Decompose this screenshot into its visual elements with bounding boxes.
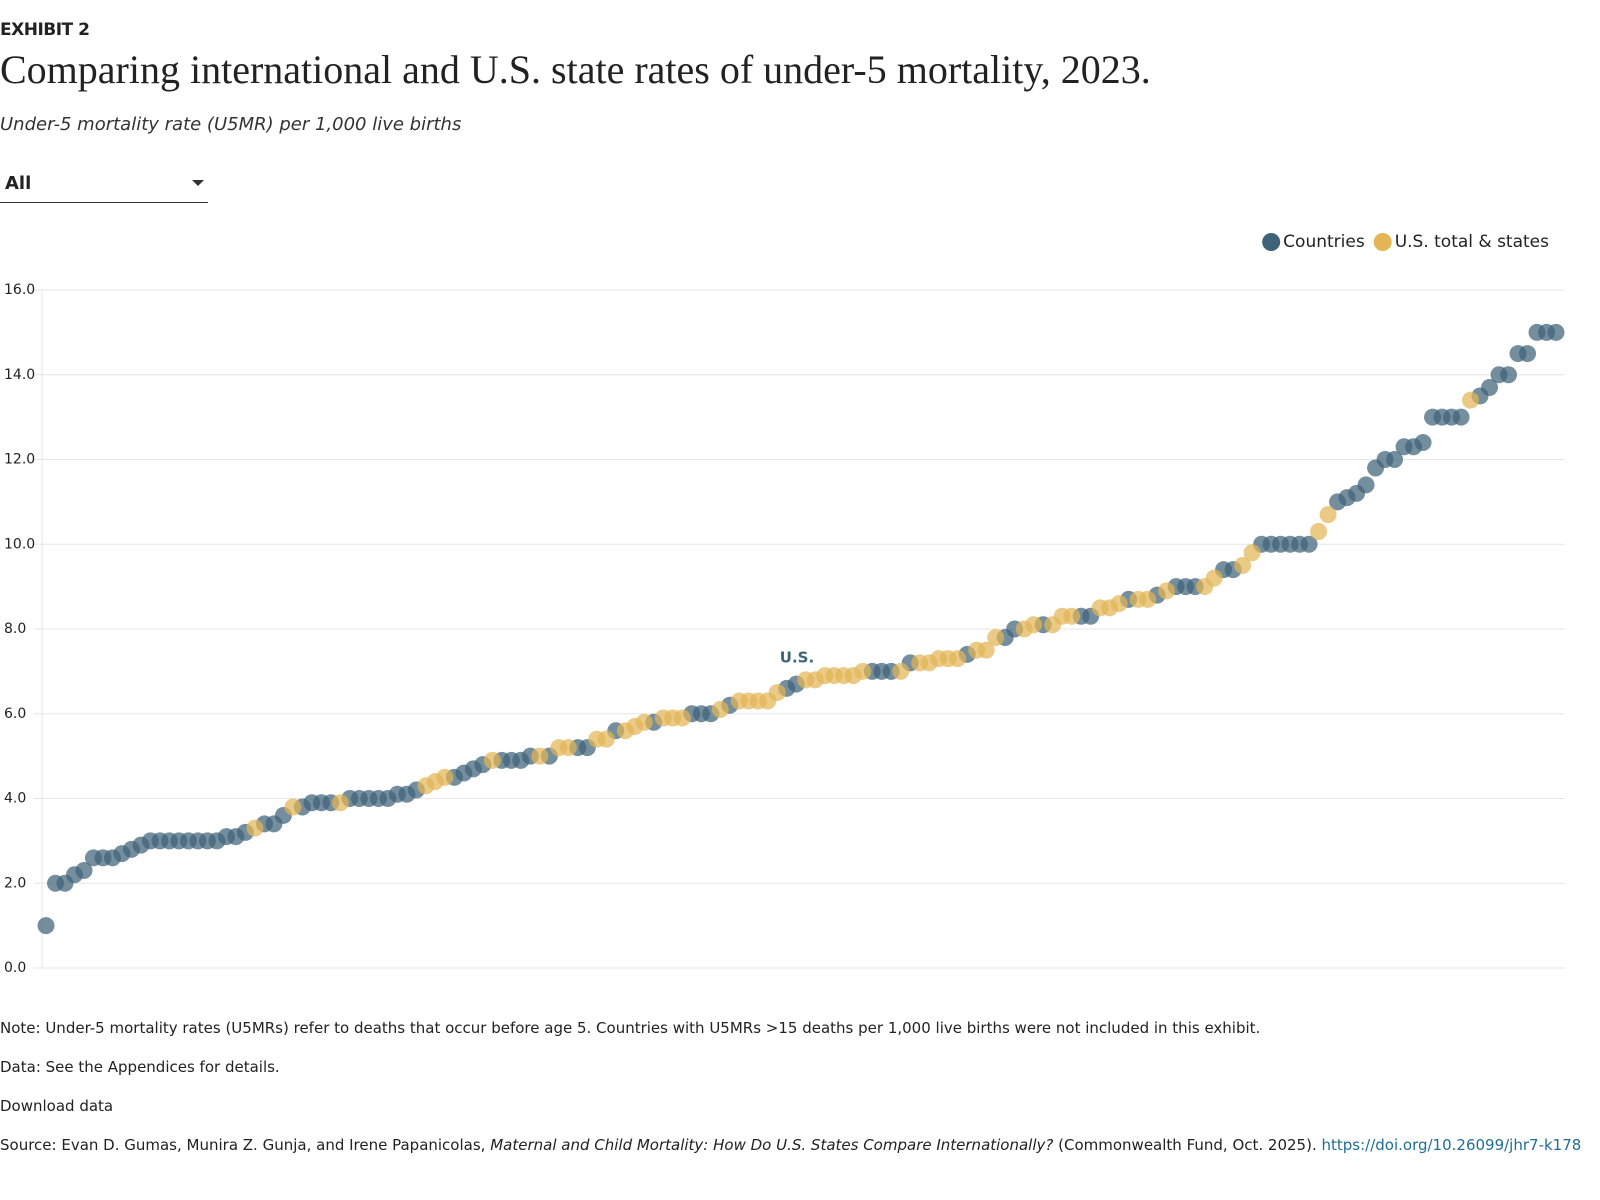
data-point [284, 798, 302, 816]
data-point [977, 641, 995, 659]
data-point [597, 730, 615, 748]
data-point [331, 794, 349, 812]
exhibit-label: EXHIBIT 2 [0, 20, 90, 40]
data-point [854, 662, 872, 680]
data-point [673, 709, 691, 727]
legend-label: Countries [1283, 232, 1365, 252]
y-tick-label: 0.0 [4, 960, 26, 976]
data-point [1414, 434, 1432, 452]
data-point [37, 917, 55, 935]
data-point [1025, 616, 1043, 634]
data-point [1243, 544, 1261, 562]
data-point [635, 713, 653, 731]
y-tick-label: 12.0 [4, 452, 35, 468]
data-point [246, 819, 264, 837]
data-point [531, 747, 549, 765]
filter-dropdown[interactable]: All [0, 166, 208, 203]
data-point [711, 701, 729, 719]
data-point [768, 684, 786, 702]
data-point [559, 739, 577, 757]
data-point [1547, 323, 1565, 341]
chart: U.S. 0.0 2.0 4.0 6.0 8.0 10.0 12.0 14.0 16.0 U.S.… [4, 232, 1565, 976]
data-point [75, 862, 93, 880]
note: Note: Under-5 mortality rates (U5MRs) re… [0, 1019, 1261, 1037]
dropdown-caret [192, 180, 204, 186]
y-tick-label: 2.0 [4, 875, 26, 891]
y-tick-label: 8.0 [4, 621, 26, 637]
data-point [1452, 408, 1470, 426]
data-point [1357, 476, 1375, 494]
data-point [1205, 569, 1223, 587]
data-point [987, 628, 1005, 646]
data-point [1481, 378, 1499, 396]
doi-link[interactable]: https://doi.org/10.26099/jhr7-k178 [1321, 1136, 1582, 1154]
download-link[interactable]: Download data [0, 1097, 114, 1115]
chart-title: Comparing international and U.S. state r… [0, 47, 1151, 92]
data-point [1462, 391, 1480, 409]
source-title: Maternal and Child Mortality: How Do U.S… [490, 1136, 1054, 1154]
source-text: (Commonwealth Fund, Oct. 2025). [1058, 1136, 1317, 1154]
chart-subtitle: Under-5 mortality rate (U5MR) per 1,000 … [0, 114, 462, 135]
data-point [1386, 451, 1404, 468]
data-point [1139, 590, 1157, 608]
legend-marker [1373, 233, 1392, 251]
data-point [1500, 366, 1518, 384]
source-text: Source: Evan D. Gumas, Munira Z. Gunja, … [0, 1136, 486, 1154]
y-tick-label: 14.0 [4, 367, 35, 383]
filter-value[interactable]: All [5, 173, 32, 194]
data-point [949, 650, 967, 668]
data-point [483, 751, 501, 769]
legend-marker [1262, 233, 1281, 251]
y-tick-label: 4.0 [4, 791, 26, 807]
data-point [1519, 345, 1537, 363]
annotation: U.S. [780, 649, 814, 667]
source: Source: Evan D. Gumas, Munira Z. Gunja, … [0, 1136, 1581, 1154]
data-point [1300, 535, 1318, 553]
data-note: Data: See the Appendices for details. [0, 1058, 280, 1076]
data-point [1310, 523, 1328, 541]
data-point [1319, 506, 1337, 524]
y-tick-label: 16.0 [4, 282, 35, 298]
data-point [892, 662, 910, 680]
legend-label: U.S. total & states [1395, 232, 1549, 252]
data-point [1158, 582, 1176, 600]
y-tick-label: 6.0 [4, 706, 26, 722]
data-point [1110, 595, 1128, 613]
y-tick-label: 10.0 [4, 536, 35, 552]
data-point [1063, 607, 1081, 625]
data-point [1234, 556, 1252, 574]
data-point [436, 768, 454, 786]
